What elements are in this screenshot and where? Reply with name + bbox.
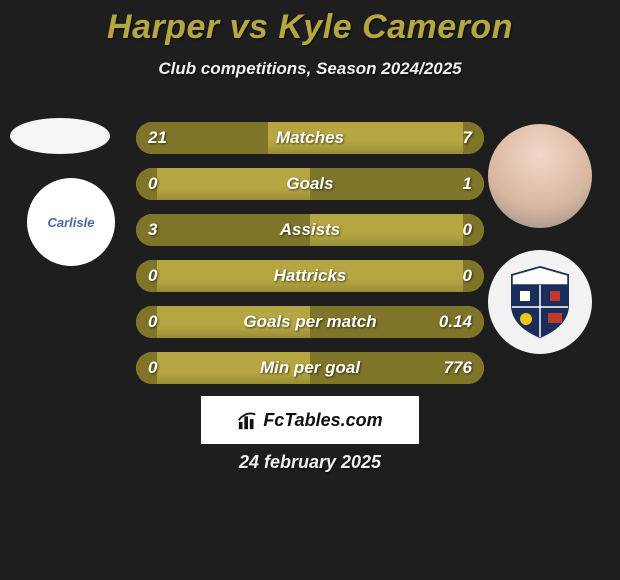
fctables-text: FcTables.com: [263, 410, 382, 431]
fctables-logo-icon: [237, 409, 259, 431]
stats-bars: 217Matches 01Goals 30Assists 00Hattricks 00.…: [136, 122, 484, 398]
comparison-subtitle: Club competitions, Season 2024/2025: [0, 59, 620, 79]
fctables-attribution: FcTables.com: [201, 396, 419, 444]
stat-bar: 00.14Goals per match: [136, 306, 484, 338]
club-left-badge: Carlisle: [27, 178, 115, 266]
club-left-badge-text: Carlisle: [48, 215, 95, 230]
stat-bar: 00Hattricks: [136, 260, 484, 292]
stat-bar: 0776Min per goal: [136, 352, 484, 384]
stat-label: Goals per match: [136, 312, 484, 332]
shield-icon: [508, 265, 572, 339]
player-left-avatar: [10, 118, 110, 154]
stat-bar: 30Assists: [136, 214, 484, 246]
stat-bar: 01Goals: [136, 168, 484, 200]
comparison-date: 24 february 2025: [0, 452, 620, 473]
player-right-avatar: [488, 124, 592, 228]
stat-bar: 217Matches: [136, 122, 484, 154]
stat-label: Min per goal: [136, 358, 484, 378]
stat-label: Hattricks: [136, 266, 484, 286]
stat-label: Assists: [136, 220, 484, 240]
stat-label: Matches: [136, 128, 484, 148]
club-right-badge: [488, 250, 592, 354]
stat-label: Goals: [136, 174, 484, 194]
comparison-title: Harper vs Kyle Cameron: [0, 0, 620, 47]
